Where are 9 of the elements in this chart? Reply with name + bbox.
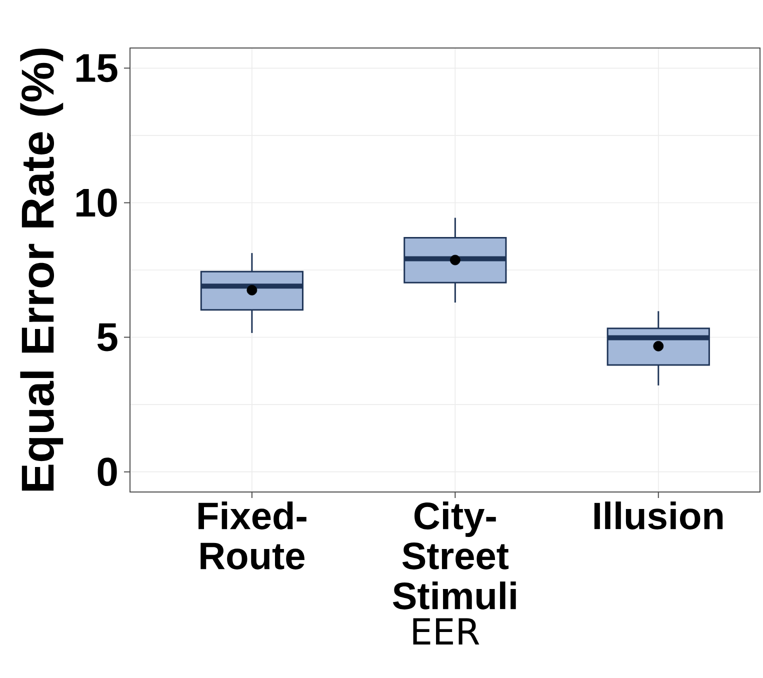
x-tick-label: City-Street Stimuli (392, 502, 516, 610)
x-axis-title: EER (413, 618, 480, 645)
x-tick-label: Illusion (594, 502, 723, 530)
y-tick-label: 10 (76, 188, 117, 217)
y-tick-label: 15 (76, 54, 118, 82)
y-tick-label: 0 (98, 458, 117, 486)
y-axis-title: Equal Error Rate (%) (20, 48, 64, 491)
x-tick-label: Fixed-Route (198, 502, 306, 570)
y-tick-label: 5 (97, 323, 118, 352)
